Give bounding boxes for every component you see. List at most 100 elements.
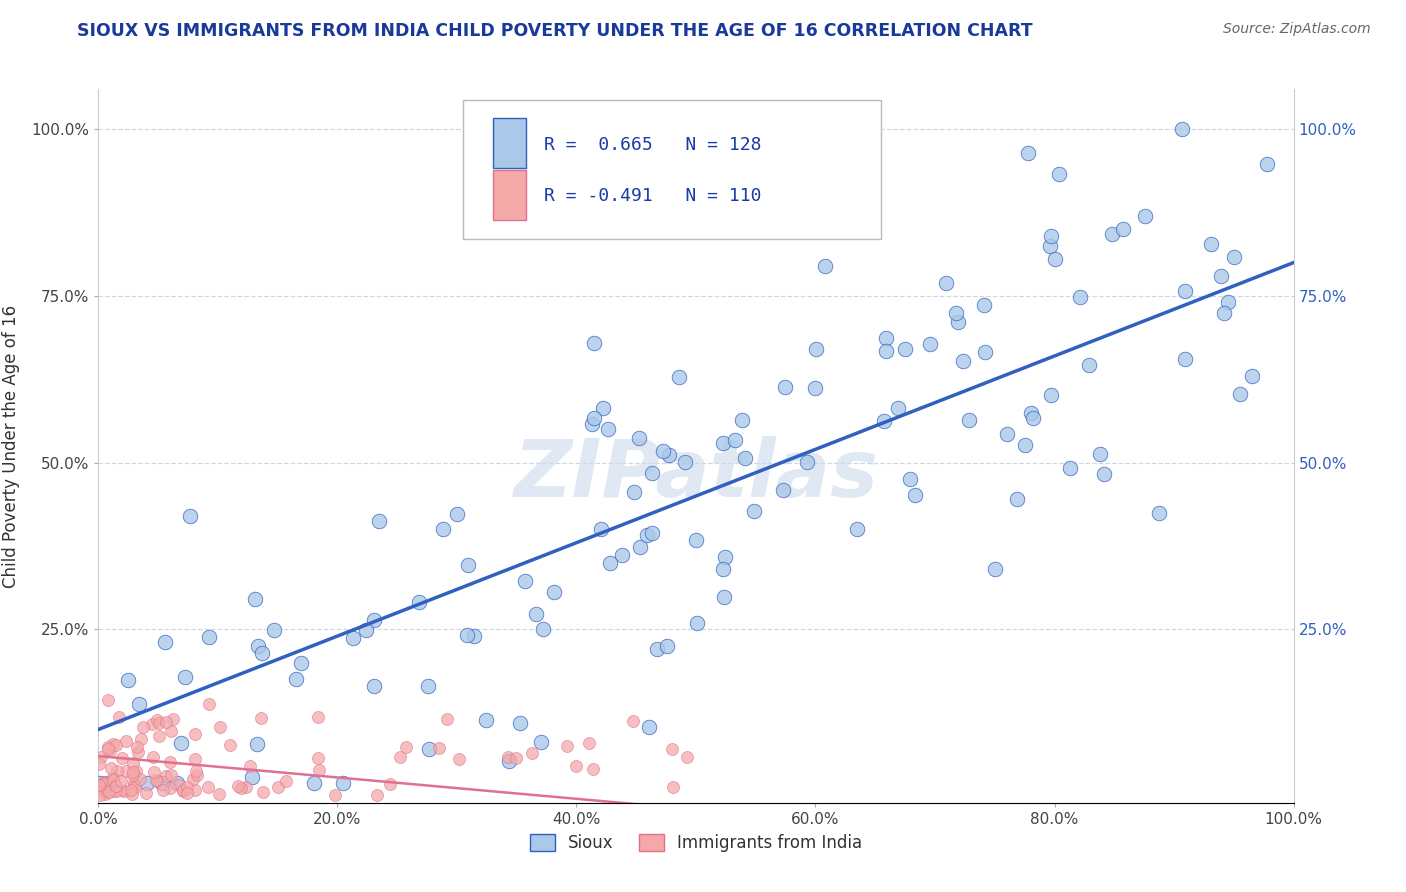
Point: [127, 745, 149, 759]
Point: [307, 751, 329, 765]
Point: [159, 781, 181, 796]
Point: [658, 448, 681, 462]
Point: [170, 736, 193, 750]
Point: [100, 761, 122, 775]
Point: [1111, 221, 1133, 235]
Point: [1133, 209, 1156, 223]
Text: Source: ZipAtlas.com: Source: ZipAtlas.com: [1223, 22, 1371, 37]
Point: [984, 561, 1007, 575]
Point: [395, 739, 418, 754]
Point: [129, 731, 152, 746]
Point: [713, 590, 735, 604]
Point: [636, 528, 658, 542]
Point: [596, 422, 619, 436]
Point: [509, 716, 531, 731]
Point: [240, 770, 263, 784]
Point: [252, 785, 274, 799]
Point: [93, 787, 115, 801]
Point: [121, 764, 143, 779]
Point: [125, 739, 148, 754]
Point: [734, 451, 756, 466]
Point: [93, 777, 115, 791]
Point: [589, 522, 612, 536]
Point: [143, 765, 166, 780]
Point: [995, 426, 1018, 441]
Point: [124, 780, 146, 794]
Point: [1174, 285, 1197, 299]
Point: [172, 784, 194, 798]
Point: [100, 780, 122, 795]
Point: [176, 786, 198, 800]
Point: [209, 720, 232, 734]
Point: [463, 629, 485, 643]
Point: [173, 670, 195, 684]
Point: [1069, 290, 1091, 304]
Point: [128, 697, 150, 711]
Point: [159, 755, 181, 769]
Point: [711, 435, 734, 450]
Point: [108, 709, 131, 723]
Point: [105, 738, 128, 752]
Point: [711, 562, 734, 576]
Point: [621, 714, 644, 729]
Point: [93, 775, 115, 789]
Point: [96, 784, 118, 798]
Point: [307, 710, 329, 724]
Point: [456, 628, 478, 642]
Point: [198, 697, 221, 711]
Point: [628, 540, 651, 554]
Point: [89, 788, 111, 802]
Point: [366, 789, 388, 803]
Point: [122, 776, 145, 790]
Point: [524, 607, 547, 621]
Point: [957, 413, 980, 427]
Point: [1039, 388, 1062, 402]
Point: [181, 772, 204, 787]
Point: [647, 642, 669, 657]
Point: [612, 548, 634, 562]
Point: [475, 713, 498, 727]
Point: [179, 509, 201, 524]
Point: [772, 483, 794, 498]
Point: [105, 779, 128, 793]
Point: [920, 337, 942, 351]
Point: [898, 472, 921, 486]
Point: [973, 298, 995, 312]
Point: [1216, 294, 1239, 309]
Point: [363, 679, 385, 693]
Point: [87, 779, 110, 793]
Y-axis label: Child Poverty Under the Age of 16: Child Poverty Under the Age of 16: [3, 304, 20, 588]
Point: [89, 776, 111, 790]
Point: [101, 737, 124, 751]
Point: [250, 647, 273, 661]
Point: [186, 764, 208, 778]
Point: [183, 782, 205, 797]
Point: [661, 780, 683, 794]
Point: [592, 401, 614, 415]
Point: [436, 712, 458, 726]
Point: [446, 507, 468, 521]
Point: [132, 720, 155, 734]
Point: [115, 734, 138, 748]
Point: [498, 750, 520, 764]
Point: [87, 756, 110, 771]
Point: [162, 712, 184, 726]
Point: [555, 739, 578, 753]
Point: [655, 639, 678, 653]
Point: [427, 740, 450, 755]
Point: [98, 744, 121, 758]
Point: [148, 729, 170, 743]
Point: [935, 277, 957, 291]
Point: [1223, 250, 1246, 264]
Point: [1043, 252, 1066, 266]
Point: [1092, 467, 1115, 481]
Point: [731, 412, 754, 426]
Point: [152, 783, 174, 797]
Point: [578, 736, 600, 750]
Point: [267, 780, 290, 794]
Point: [97, 693, 120, 707]
Point: [136, 776, 159, 790]
Point: [110, 782, 132, 797]
Point: [246, 737, 269, 751]
Point: [627, 431, 650, 445]
